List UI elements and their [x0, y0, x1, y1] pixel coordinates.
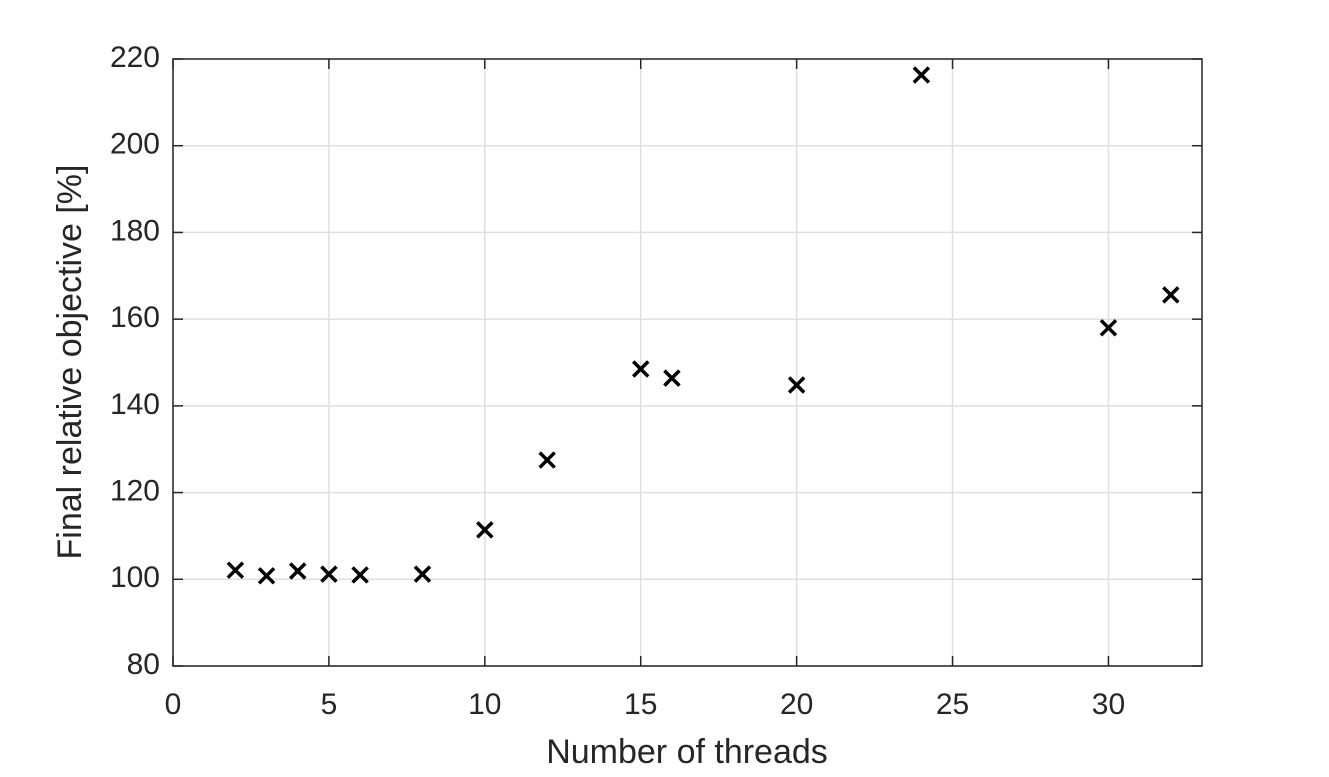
y-tick-label: 140: [110, 388, 160, 421]
data-point: [476, 521, 494, 539]
data-point: [1162, 286, 1180, 304]
y-tick-label: 180: [110, 214, 160, 247]
x-tick-label: 20: [780, 688, 813, 721]
data-point: [538, 451, 556, 469]
y-tick-label: 160: [110, 301, 160, 334]
plot-frame: [172, 58, 1203, 667]
x-tick-label: 25: [936, 688, 969, 721]
data-point: [663, 369, 681, 387]
y-tick-label: 80: [127, 648, 160, 681]
x-tick-label: 30: [1092, 688, 1125, 721]
data-point: [413, 565, 432, 583]
x-tick-label: 0: [165, 688, 182, 721]
x-tick-label: 5: [321, 688, 338, 721]
data-point: [631, 360, 650, 378]
y-tick-label: 120: [110, 474, 160, 507]
data-point: [351, 566, 369, 584]
data-point: [226, 561, 245, 579]
y-axis-label: Final relative objective [%]: [51, 165, 89, 560]
data-point: [787, 376, 806, 394]
y-tick-label: 220: [110, 41, 160, 74]
data-point: [288, 562, 307, 580]
data-point: [257, 567, 276, 585]
x-axis-label: Number of threads: [546, 733, 828, 771]
data-point: [912, 66, 931, 84]
y-tick-label: 200: [110, 128, 160, 161]
data-point: [1099, 319, 1118, 337]
y-tick-label: 100: [110, 561, 160, 594]
data-point: [320, 565, 338, 583]
x-tick-label: 10: [468, 688, 501, 721]
x-tick-label: 15: [624, 688, 657, 721]
